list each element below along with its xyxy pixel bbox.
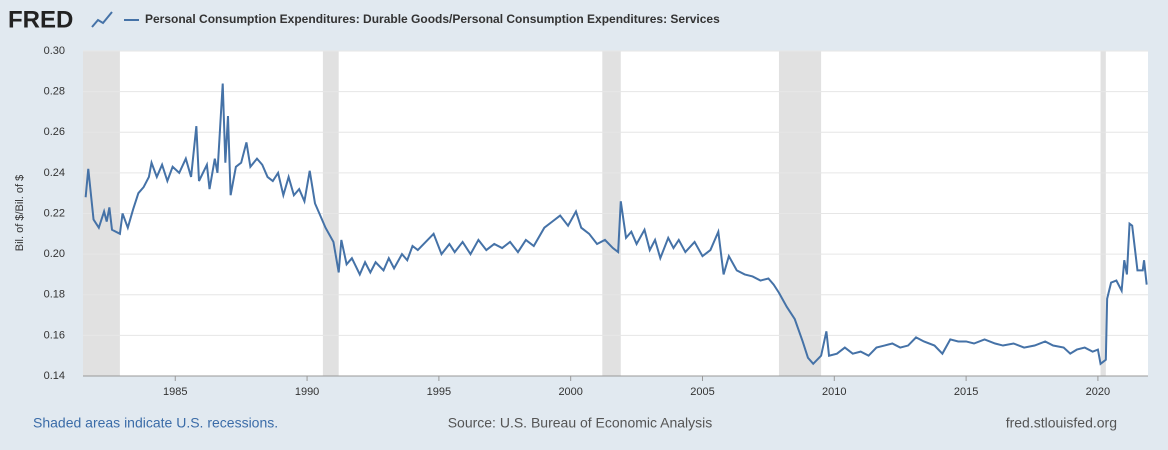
y-tick-label: 0.30 [44, 45, 65, 57]
brand-logo: FRED [8, 6, 73, 33]
y-axis-label: Bil. of $/Bil. of $ [14, 175, 26, 251]
x-tick-label: 1995 [427, 386, 451, 398]
footer-note[interactable]: Shaded areas indicate U.S. recessions. [33, 415, 278, 431]
legend-label: Personal Consumption Expenditures: Durab… [145, 12, 720, 26]
x-tick-label: 1985 [163, 386, 187, 398]
x-tick-label: 2005 [690, 386, 714, 398]
y-tick-label: 0.20 [44, 248, 65, 260]
y-tick-label: 0.16 [44, 329, 65, 341]
x-tick-label: 2015 [954, 386, 978, 398]
y-tick-label: 0.24 [44, 167, 65, 179]
y-tick-label: 0.14 [44, 370, 65, 382]
footer-source: Source: U.S. Bureau of Economic Analysis [448, 415, 713, 431]
x-tick-label: 2000 [558, 386, 582, 398]
x-tick-label: 2010 [822, 386, 846, 398]
data-line [84, 83, 1148, 366]
y-tick-label: 0.28 [44, 86, 65, 98]
x-tick-label: 1990 [295, 386, 319, 398]
y-tick-label: 0.18 [44, 289, 65, 301]
footer-url[interactable]: fred.stlouisfed.org [1006, 415, 1117, 431]
logo-icon [91, 11, 113, 28]
y-tick-label: 0.26 [44, 126, 65, 138]
x-tick-label: 2020 [1086, 386, 1110, 398]
y-tick-label: 0.22 [44, 207, 65, 219]
